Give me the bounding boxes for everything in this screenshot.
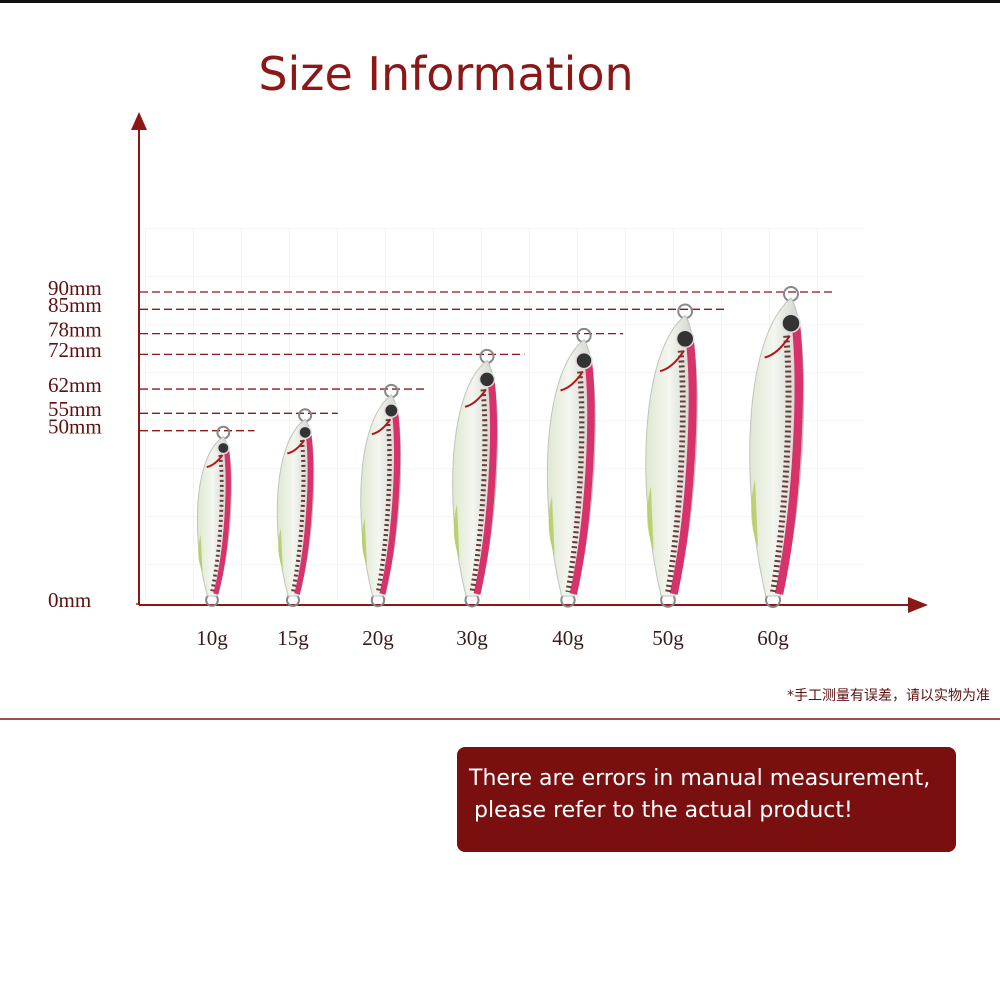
notice-box [457,747,956,852]
lure-stripe [213,447,231,595]
lure-eye [575,351,593,370]
lure [546,327,596,608]
x-tick-label: 15g [277,626,309,650]
lure-eye [781,313,801,333]
notice-line: There are errors in manual measurement, [468,766,930,791]
y-tick-label: 90mm [48,276,102,300]
x-tick-label: 50g [652,626,684,650]
footnote: *手工测量有误差，请以实物为准 [787,688,990,704]
lure-eye [478,371,496,388]
lure [749,286,805,608]
lure [196,425,232,607]
x-tick-label: 40g [552,626,584,650]
lure-eye [675,329,695,349]
lure [645,303,698,608]
lure-fin [198,534,203,573]
x-axis-arrow [908,597,928,613]
lure-hook [464,388,487,408]
background-grid [145,228,865,600]
lure-stripe [569,360,595,595]
y-axis-arrow [131,112,147,130]
axes [131,112,928,613]
lure-scales [665,350,686,593]
lure [276,408,315,608]
y-tick-label: 85mm [48,293,102,317]
y-tick-label: 0mm [48,588,91,612]
lure-hook [206,454,224,469]
lure-fin [278,527,283,570]
chart-title: Size Information [258,47,633,101]
y-tick-label: 78mm [48,317,102,341]
notice-line: please refer to the actual product! [474,798,853,823]
y-tick-label: 55mm [48,397,102,421]
lure-hook [659,350,685,373]
lure-fin [751,479,759,548]
lure-hook [764,335,791,359]
lure-hook [371,418,392,436]
x-tick-label: 60g [757,626,789,650]
lure-fin [453,504,460,560]
lure-fin [647,486,654,551]
lure-fin [361,518,367,566]
y-tick-label: 72mm [48,338,102,362]
top-border [0,0,1000,3]
lure-eye [216,441,230,455]
lure [360,383,402,608]
lure-scales [565,371,585,593]
lure-hook [560,370,584,392]
lure-stripe [379,410,401,595]
lure-fin [548,495,555,556]
y-tick-label: 62mm [48,373,102,397]
lure-stripe [774,322,803,595]
y-tick-label: 50mm [48,414,102,438]
x-tick-label: 30g [456,626,488,650]
lure-stripe [294,432,314,595]
x-tick-label: 10g [196,626,228,650]
lure-stripe [473,378,497,595]
lure-eye [383,403,399,418]
lure-scales [291,439,306,593]
x-tick-label: 20g [362,626,394,650]
lure-eye [298,425,312,440]
lure-stripe [669,338,697,595]
lure-scales [469,389,488,593]
lure [452,348,499,608]
lure-hook [287,439,306,455]
